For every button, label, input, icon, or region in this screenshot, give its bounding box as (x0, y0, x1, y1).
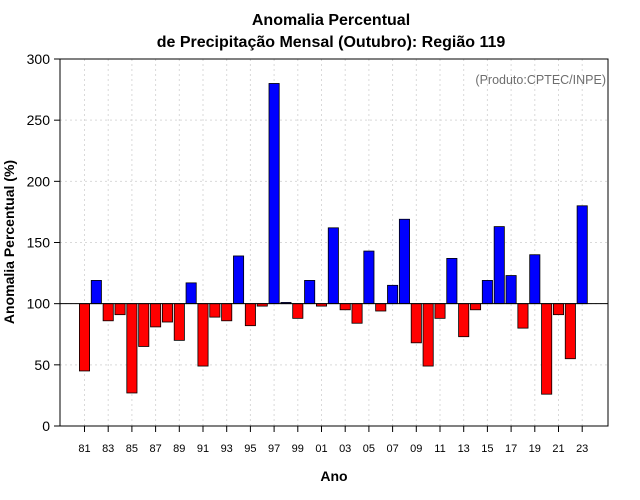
bar-85 (126, 303, 138, 394)
x-tick-label: 15 (481, 443, 493, 455)
bar-13 (458, 303, 470, 338)
y-tick-label: 300 (27, 51, 51, 67)
bar-18 (517, 303, 529, 329)
bar-06 (375, 303, 387, 312)
bar-99 (292, 303, 304, 319)
bar-81 (79, 303, 91, 372)
bar-14 (470, 303, 482, 311)
bar-92 (209, 303, 221, 318)
x-tick-label: 81 (78, 443, 90, 455)
x-tick-label: 09 (410, 443, 422, 455)
y-tick-label: 100 (27, 296, 51, 312)
bar-04 (351, 303, 363, 324)
bar-22 (564, 303, 576, 360)
x-tick-label: 11 (434, 443, 445, 455)
x-tick-label: 95 (244, 443, 256, 455)
bar-88 (161, 303, 173, 323)
bar-12 (446, 258, 458, 305)
chart-title-line2: de Precipitação Mensal (Outubro): Região… (157, 34, 506, 51)
x-tick-label: 17 (505, 443, 517, 455)
y-tick-label: 150 (27, 235, 51, 251)
bar-11 (434, 303, 446, 319)
bar-20 (541, 303, 553, 395)
x-axis: 81 83 85 87 89 91 93 95 97 99 01 03 05 07 09 11 13 15 17 19… (78, 426, 588, 455)
bar-23 (576, 205, 588, 305)
bar-86 (138, 303, 150, 347)
x-tick-label: 19 (529, 443, 541, 455)
y-axis-title: Anomalia Percentual (%) (1, 160, 17, 324)
bar-84 (114, 303, 126, 316)
x-tick-label: 23 (576, 443, 588, 455)
bar-95 (244, 303, 256, 327)
y-tick-label: 50 (34, 357, 50, 373)
x-tick-label: 03 (339, 443, 351, 455)
x-tick-label: 87 (149, 443, 161, 455)
bar-02 (327, 227, 339, 305)
bar-05 (363, 250, 375, 305)
x-tick-label: 21 (552, 443, 564, 455)
y-tick-label: 0 (42, 418, 50, 434)
bar-19 (529, 254, 541, 305)
credit-label: (Produto:CPTEC/INPE) (475, 73, 606, 87)
y-tick-label: 250 (27, 112, 51, 128)
x-tick-label: 05 (363, 443, 375, 455)
bar-09 (410, 303, 422, 344)
y-tick-label: 200 (27, 173, 51, 189)
x-axis-title: Ano (320, 468, 347, 484)
chart-title-line1: Anomalia Percentual (252, 12, 410, 29)
bar-83 (102, 303, 114, 322)
x-tick-label: 89 (173, 443, 185, 455)
bar-82 (90, 280, 102, 305)
bar-03 (339, 303, 351, 311)
bar-10 (422, 303, 434, 367)
bar-87 (150, 303, 162, 328)
bars-layer (79, 83, 588, 395)
x-tick-label: 97 (268, 443, 280, 455)
bar-89 (173, 303, 185, 341)
bar-93 (221, 303, 233, 322)
bar-07 (387, 284, 399, 305)
x-tick-label: 99 (292, 443, 304, 455)
bar-94 (233, 255, 245, 305)
bar-91 (197, 303, 209, 367)
bar-00 (304, 280, 316, 305)
x-tick-label: 91 (197, 443, 209, 455)
x-tick-label: 85 (126, 443, 138, 455)
bar-21 (553, 303, 565, 316)
x-tick-label: 93 (221, 443, 233, 455)
bar-16 (493, 226, 505, 305)
bar-17 (505, 275, 517, 305)
y-axis: 0 50 100 150 200 250 300 (27, 51, 60, 434)
bar-15 (481, 280, 493, 305)
x-tick-label: 01 (315, 443, 327, 455)
x-tick-label: 07 (386, 443, 398, 455)
bar-08 (398, 218, 410, 305)
x-tick-label: 83 (102, 443, 114, 455)
bar-97 (268, 83, 280, 305)
bar-90 (185, 282, 197, 305)
x-tick-label: 13 (458, 443, 470, 455)
